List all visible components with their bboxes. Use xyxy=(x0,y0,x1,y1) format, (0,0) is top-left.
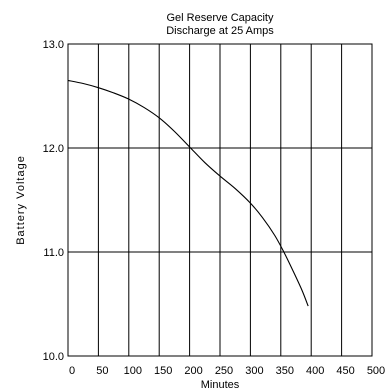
x-tick-label: 50 xyxy=(96,365,108,377)
y-tick-label: 11.0 xyxy=(43,247,64,259)
y-tick-label: 10.0 xyxy=(43,351,64,363)
x-tick-label: 0 xyxy=(69,365,75,377)
series-layer xyxy=(67,79,309,307)
x-tick-label: 350 xyxy=(276,365,294,377)
plot-area xyxy=(67,43,373,357)
y-axis-tick-labels: 10.0 11.0 12.0 13.0 xyxy=(43,39,64,363)
x-axis-tick-labels: 0 50 100 150 200 250 300 350 400 450 500 xyxy=(69,365,385,377)
x-tick-label: 100 xyxy=(124,365,142,377)
series-line xyxy=(67,79,309,307)
x-tick-label: 400 xyxy=(306,365,324,377)
y-tick-label: 13.0 xyxy=(43,39,64,51)
y-axis-label: Battery Voltage xyxy=(15,155,27,245)
x-axis-label: Minutes xyxy=(201,379,240,391)
x-tick-label: 500 xyxy=(367,365,385,377)
chart-title: Gel Reserve Capacity xyxy=(167,12,274,24)
x-tick-label: 150 xyxy=(154,365,172,377)
x-tick-label: 250 xyxy=(215,365,233,377)
x-tick-label: 200 xyxy=(184,365,202,377)
grid xyxy=(68,44,372,356)
x-tick-label: 450 xyxy=(336,365,354,377)
y-tick-label: 12.0 xyxy=(43,143,64,155)
x-tick-label: 300 xyxy=(245,365,263,377)
chart-subtitle: Discharge at 25 Amps xyxy=(166,25,274,37)
